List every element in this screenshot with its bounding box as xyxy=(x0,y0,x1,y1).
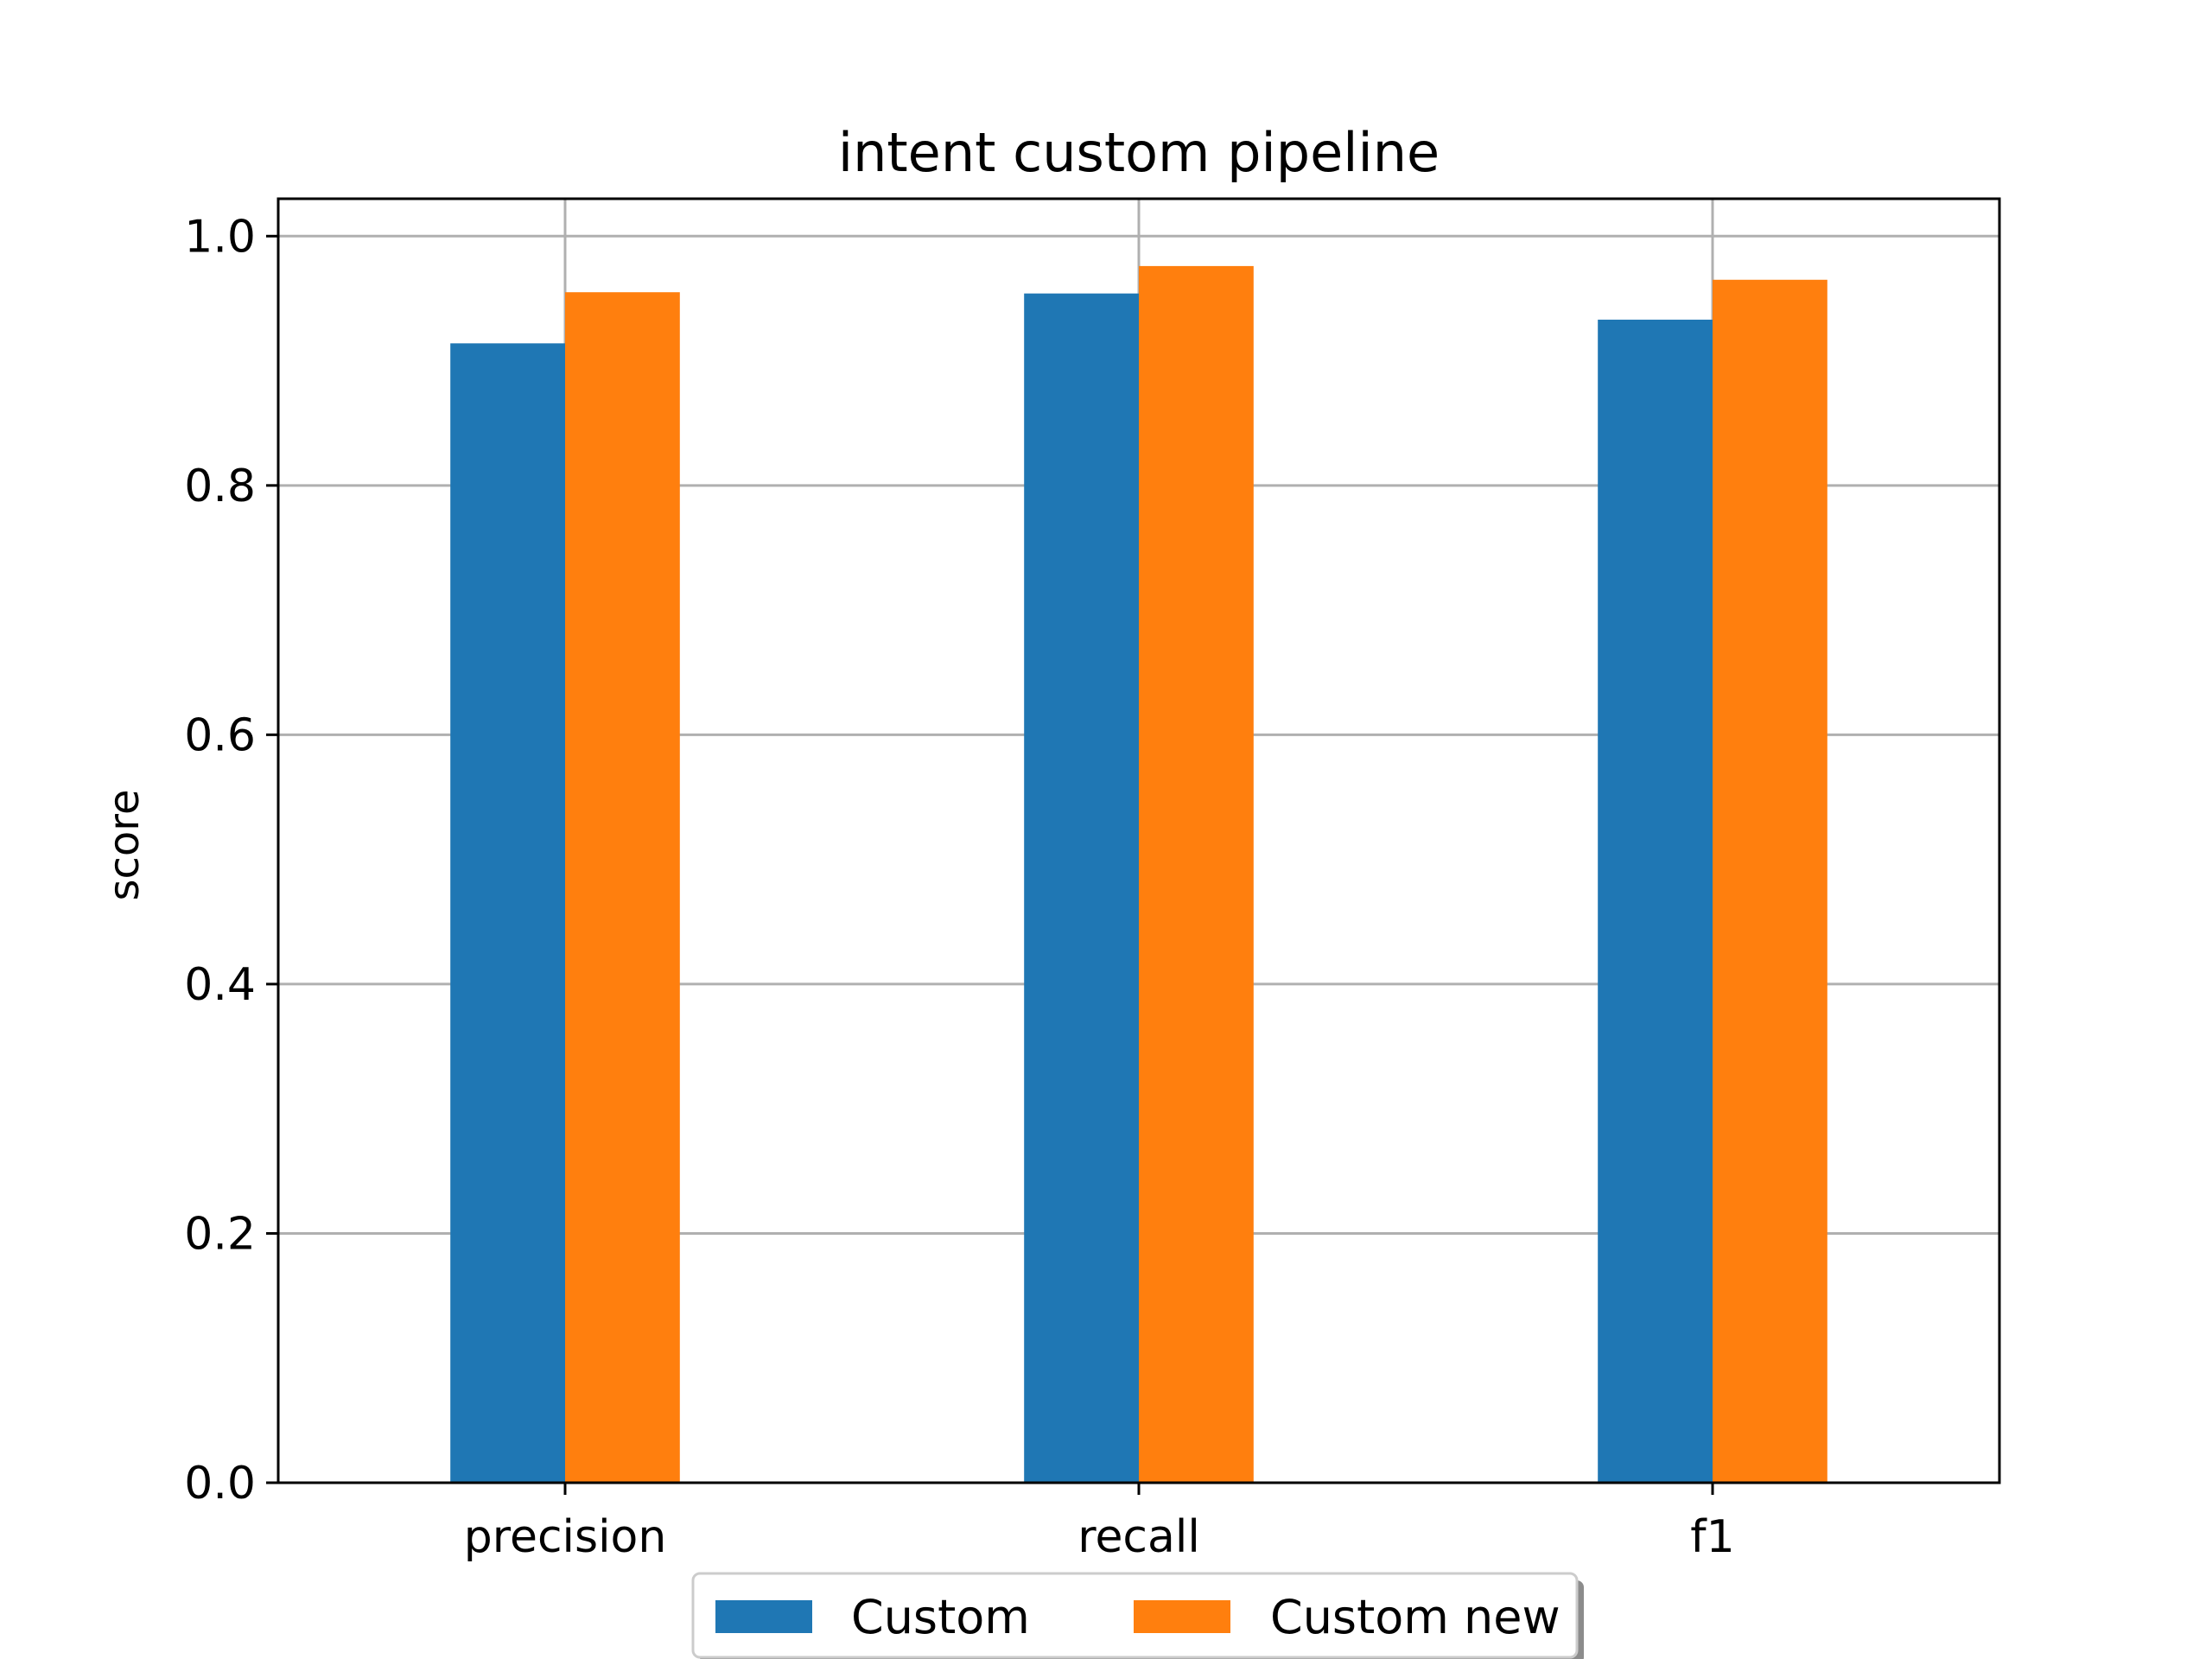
bar-custom-new-f1 xyxy=(1713,279,1827,1483)
y-tick-label: 0.8 xyxy=(184,461,256,512)
legend-swatch xyxy=(1134,1600,1230,1633)
bar-custom-new-precision xyxy=(565,292,680,1484)
legend: Custom Custom new xyxy=(691,1572,1584,1659)
x-axis: precision recall f1 xyxy=(464,1483,1735,1563)
y-axis-label: score xyxy=(100,790,149,901)
y-tick-label: 0.2 xyxy=(184,1208,256,1260)
chart-title: intent custom pipeline xyxy=(838,121,1440,184)
y-axis: 0.0 0.2 0.4 0.6 0.8 1.0 xyxy=(184,211,278,1510)
bars xyxy=(450,265,1827,1484)
legend-swatch xyxy=(715,1600,812,1633)
x-tick-label: recall xyxy=(1077,1511,1200,1563)
y-tick-label: 0.0 xyxy=(184,1458,256,1510)
y-tick-label: 0.4 xyxy=(184,959,256,1011)
legend-entries: Custom Custom new xyxy=(715,1590,1560,1644)
bar-custom-new-recall xyxy=(1139,265,1254,1484)
bar-custom-f1 xyxy=(1598,319,1713,1483)
bar-custom-precision xyxy=(450,343,565,1483)
legend-label: Custom new xyxy=(1270,1590,1560,1644)
legend-label: Custom xyxy=(851,1590,1030,1644)
y-tick-label: 1.0 xyxy=(184,211,256,263)
x-tick-label: precision xyxy=(464,1511,667,1563)
y-tick-label: 0.6 xyxy=(184,709,256,761)
x-tick-label: f1 xyxy=(1690,1511,1734,1563)
bar-custom-recall xyxy=(1024,293,1139,1483)
